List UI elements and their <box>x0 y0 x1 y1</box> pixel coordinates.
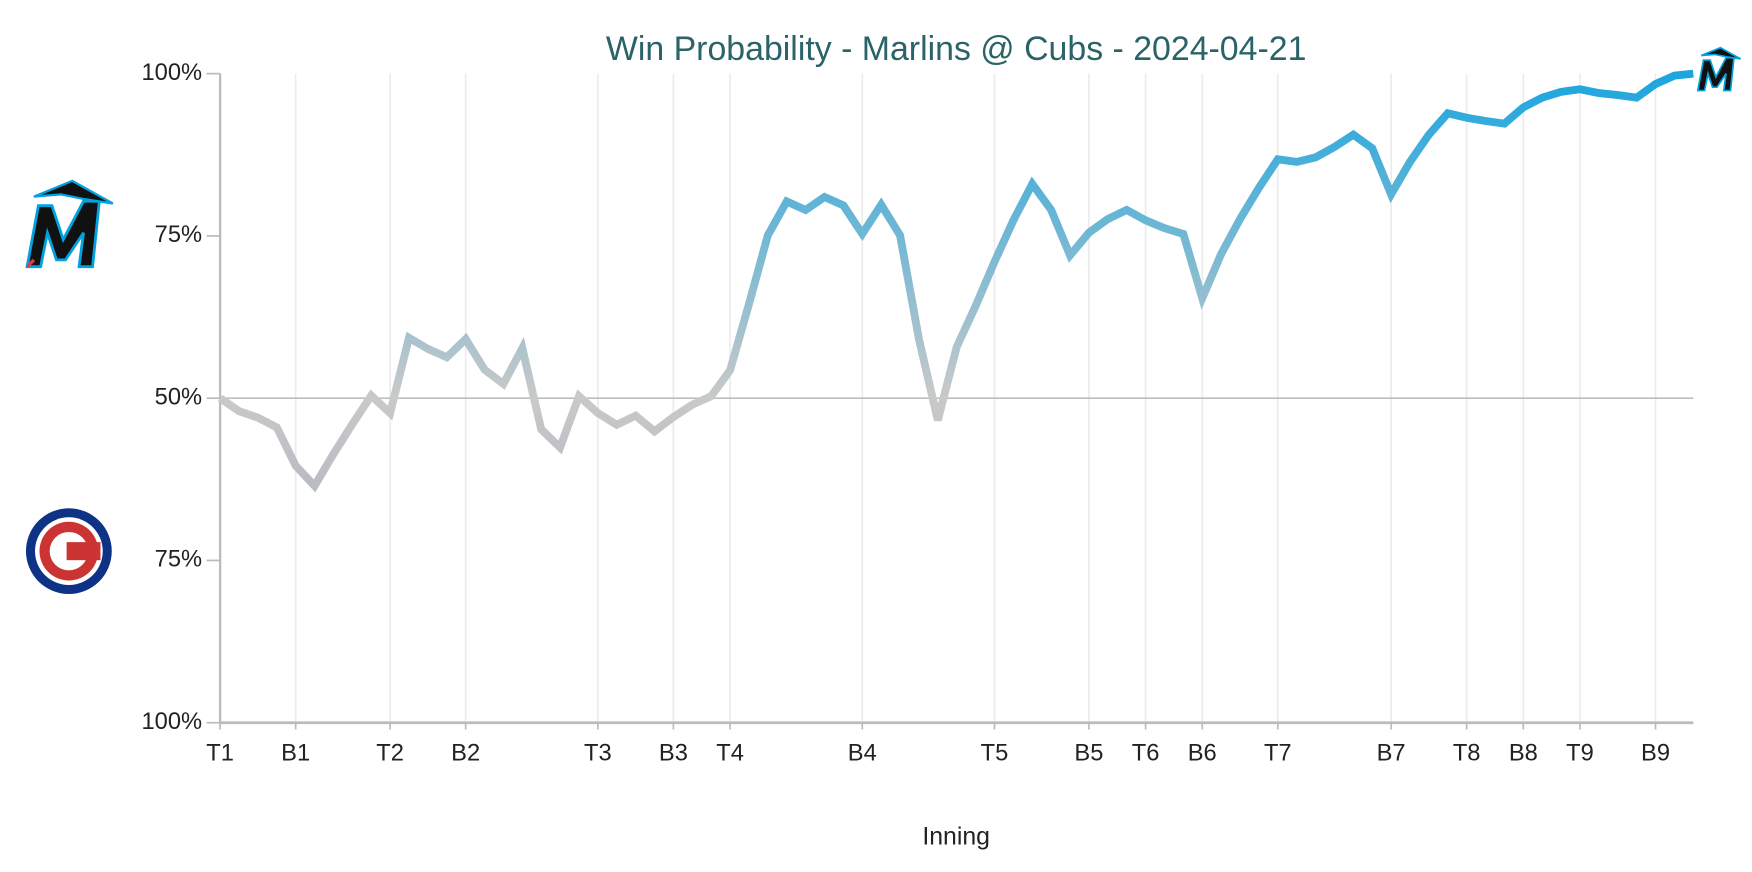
win-probability-line <box>217 69 1694 493</box>
x-tick-label: B4 <box>848 741 877 767</box>
x-tick-label: B6 <box>1188 741 1217 767</box>
x-tick-label: B2 <box>451 741 480 767</box>
x-tick-label: T5 <box>981 741 1009 767</box>
x-tick-label: B5 <box>1074 741 1103 767</box>
x-tick-label: B8 <box>1509 741 1538 767</box>
y-tick-label: 100% <box>141 709 202 735</box>
x-axis-label: Inning <box>922 823 990 850</box>
x-tick-label: B9 <box>1641 741 1670 767</box>
x-tick-label: B1 <box>281 741 310 767</box>
x-tick-label: T4 <box>716 741 744 767</box>
chart-title: Win Probability - Marlins @ Cubs - 2024-… <box>606 30 1307 68</box>
marlins-logo <box>25 179 114 269</box>
y-tick-label: 50% <box>155 384 202 410</box>
x-tick-label: T3 <box>584 741 612 767</box>
y-tick-label: 75% <box>155 222 202 248</box>
x-tick-label: B3 <box>659 741 688 767</box>
y-tick-label: 75% <box>155 547 202 573</box>
x-tick-label: T8 <box>1453 741 1481 767</box>
cubs-logo <box>25 508 112 595</box>
x-tick-label: T2 <box>376 741 404 767</box>
x-tick-label: T7 <box>1264 741 1292 767</box>
y-tick-label: 100% <box>141 60 202 86</box>
marlins-logo-end <box>1696 46 1742 92</box>
x-tick-label: B7 <box>1377 741 1406 767</box>
x-tick-label: T6 <box>1132 741 1160 767</box>
x-tick-label: T1 <box>206 741 234 767</box>
x-tick-label: T9 <box>1566 741 1594 767</box>
